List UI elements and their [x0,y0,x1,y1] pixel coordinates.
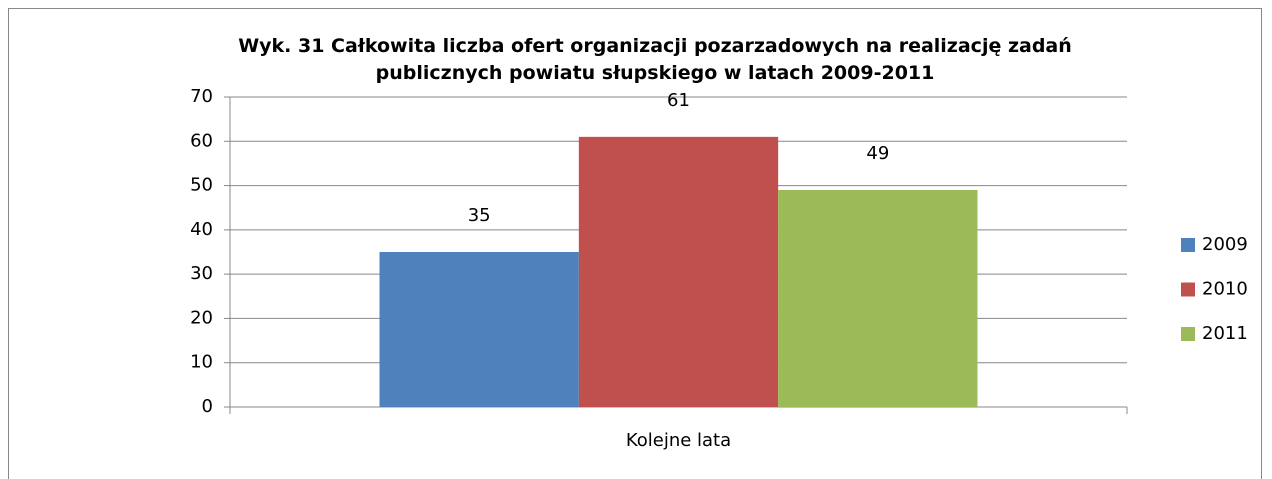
x-tick-label: Kolejne lata [626,430,731,451]
chart-frame [8,8,1262,479]
legend-label: 2009 [1202,234,1248,255]
bar [578,136,779,407]
legend-swatch [1181,238,1195,252]
data-label: 49 [866,143,889,164]
y-tick-label: 20 [190,307,213,328]
data-label: 35 [468,205,491,226]
legend-swatch [1181,327,1195,341]
y-tick-label: 40 [190,219,213,240]
bar [379,252,579,407]
legend-label: 2010 [1202,279,1248,300]
y-tick-label: 70 [190,86,213,107]
chart-title: Wyk. 31 Całkowita liczba ofert organizac… [238,35,1072,84]
y-tick-label: 0 [202,396,213,417]
y-tick-label: 10 [190,352,213,373]
y-tick-label: 30 [190,263,213,284]
data-label: 61 [667,90,690,111]
legend-label: 2011 [1202,323,1248,344]
y-tick-label: 50 [190,175,213,196]
legend-swatch [1181,282,1195,297]
bar [778,190,978,407]
y-tick-label: 60 [190,130,213,151]
